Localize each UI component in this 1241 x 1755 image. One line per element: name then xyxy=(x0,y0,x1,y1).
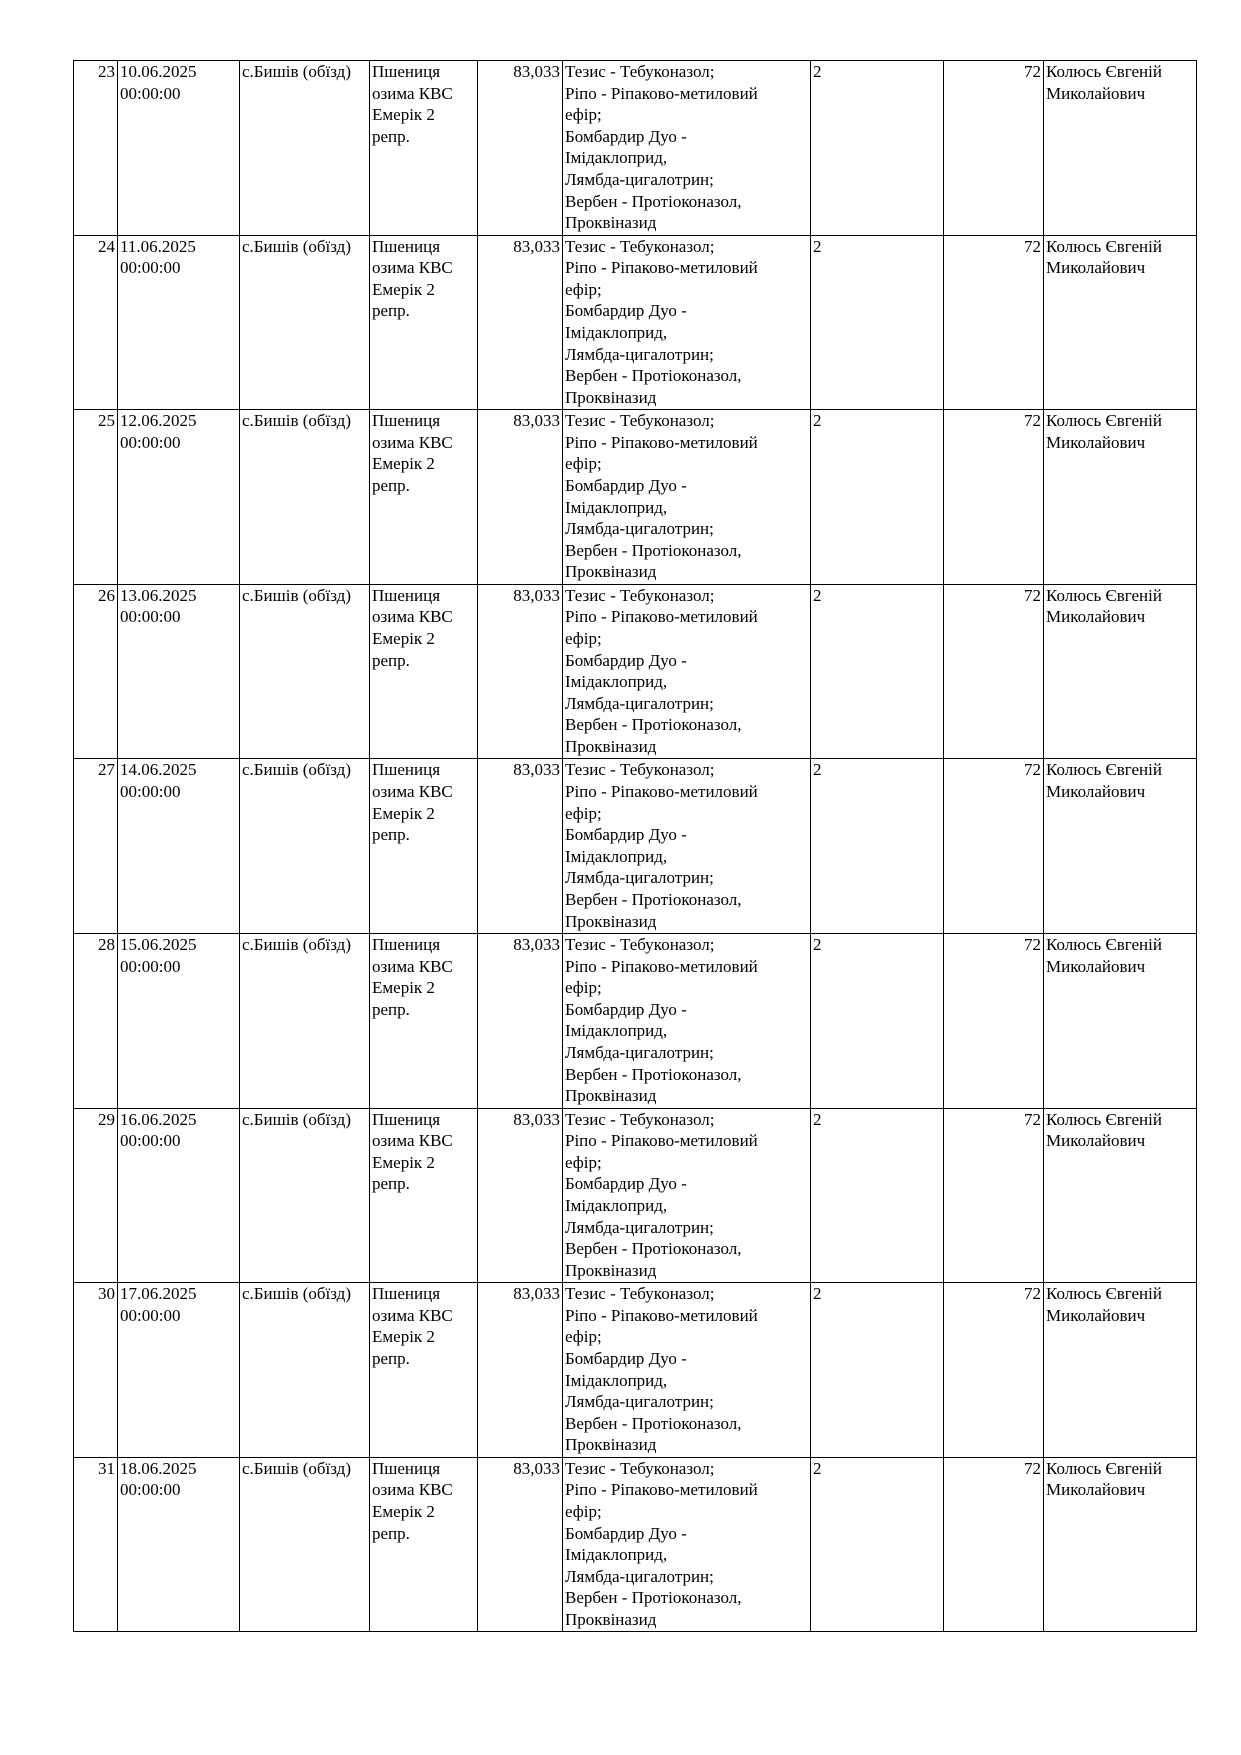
row-number-cell: 23 xyxy=(73,60,118,236)
hazard-class-cell: 2 xyxy=(810,1456,944,1633)
date-cell: 16.06.2025 00:00:00 xyxy=(117,1107,240,1284)
responsible-person-cell: Колюсь Євгеній Миколайович xyxy=(1043,583,1197,760)
location-cell: с.Бишів (обїзд) xyxy=(239,1282,370,1458)
area-cell: 83,033 xyxy=(477,234,563,411)
row-number-cell: 27 xyxy=(73,758,118,934)
area-cell: 83,033 xyxy=(477,1282,563,1458)
date-cell: 13.06.2025 00:00:00 xyxy=(117,583,240,760)
row-number-cell: 29 xyxy=(73,1107,118,1284)
hazard-class-cell: 2 xyxy=(810,1107,944,1284)
hours-cell: 72 xyxy=(943,409,1044,585)
date-cell: 10.06.2025 00:00:00 xyxy=(117,60,240,236)
date-cell: 18.06.2025 00:00:00 xyxy=(117,1456,240,1633)
responsible-person-cell: Колюсь Євгеній Миколайович xyxy=(1043,1456,1197,1633)
responsible-person-cell: Колюсь Євгеній Миколайович xyxy=(1043,932,1197,1109)
hours-cell: 72 xyxy=(943,932,1044,1109)
location-cell: с.Бишів (обїзд) xyxy=(239,1107,370,1284)
table-row: 24 11.06.2025 00:00:00 с.Бишів (обїзд) Пшен… xyxy=(73,234,1197,411)
area-cell: 83,033 xyxy=(477,409,563,585)
products-cell: Тезис - Тебуконазол; Ріпо - Ріпаково-мет… xyxy=(562,932,811,1109)
area-cell: 83,033 xyxy=(477,758,563,934)
crop-cell: Пшениця озима КВС Емерік 2 репр. xyxy=(369,409,478,585)
table-row: 23 10.06.2025 00:00:00 с.Бишів (обїзд) Пшен… xyxy=(73,60,1197,236)
responsible-person-cell: Колюсь Євгеній Миколайович xyxy=(1043,60,1197,236)
location-cell: с.Бишів (обїзд) xyxy=(239,1456,370,1633)
crop-cell: Пшениця озима КВС Емерік 2 репр. xyxy=(369,1282,478,1458)
location-cell: с.Бишів (обїзд) xyxy=(239,409,370,585)
responsible-person-cell: Колюсь Євгеній Миколайович xyxy=(1043,758,1197,934)
row-number-cell: 28 xyxy=(73,932,118,1109)
date-cell: 14.06.2025 00:00:00 xyxy=(117,758,240,934)
products-cell: Тезис - Тебуконазол; Ріпо - Ріпаково-мет… xyxy=(562,1456,811,1633)
row-number-cell: 25 xyxy=(73,409,118,585)
row-number-cell: 30 xyxy=(73,1282,118,1458)
table-row: 25 12.06.2025 00:00:00 с.Бишів (обїзд) Пшен… xyxy=(73,409,1197,585)
products-cell: Тезис - Тебуконазол; Ріпо - Ріпаково-мет… xyxy=(562,758,811,934)
date-cell: 17.06.2025 00:00:00 xyxy=(117,1282,240,1458)
location-cell: с.Бишів (обїзд) xyxy=(239,60,370,236)
location-cell: с.Бишів (обїзд) xyxy=(239,932,370,1109)
row-number-cell: 31 xyxy=(73,1456,118,1633)
hours-cell: 72 xyxy=(943,1107,1044,1284)
crop-cell: Пшениця озима КВС Емерік 2 репр. xyxy=(369,583,478,760)
hours-cell: 72 xyxy=(943,1282,1044,1458)
row-number-cell: 24 xyxy=(73,234,118,411)
products-cell: Тезис - Тебуконазол; Ріпо - Ріпаково-мет… xyxy=(562,1107,811,1284)
responsible-person-cell: Колюсь Євгеній Миколайович xyxy=(1043,234,1197,411)
hazard-class-cell: 2 xyxy=(810,60,944,236)
table-row: 30 17.06.2025 00:00:00 с.Бишів (обїзд) Пшен… xyxy=(73,1282,1197,1458)
crop-cell: Пшениця озима КВС Емерік 2 репр. xyxy=(369,932,478,1109)
hours-cell: 72 xyxy=(943,583,1044,760)
hours-cell: 72 xyxy=(943,60,1044,236)
area-cell: 83,033 xyxy=(477,1107,563,1284)
area-cell: 83,033 xyxy=(477,1456,563,1633)
date-cell: 12.06.2025 00:00:00 xyxy=(117,409,240,585)
hazard-class-cell: 2 xyxy=(810,409,944,585)
area-cell: 83,033 xyxy=(477,60,563,236)
hazard-class-cell: 2 xyxy=(810,932,944,1109)
products-cell: Тезис - Тебуконазол; Ріпо - Ріпаково-мет… xyxy=(562,60,811,236)
products-cell: Тезис - Тебуконазол; Ріпо - Ріпаково-мет… xyxy=(562,583,811,760)
products-cell: Тезис - Тебуконазол; Ріпо - Ріпаково-мет… xyxy=(562,1282,811,1458)
hazard-class-cell: 2 xyxy=(810,234,944,411)
products-cell: Тезис - Тебуконазол; Ріпо - Ріпаково-мет… xyxy=(562,234,811,411)
crop-cell: Пшениця озима КВС Емерік 2 репр. xyxy=(369,60,478,236)
hazard-class-cell: 2 xyxy=(810,758,944,934)
table-row: 28 15.06.2025 00:00:00 с.Бишів (обїзд) Пшен… xyxy=(73,932,1197,1109)
area-cell: 83,033 xyxy=(477,932,563,1109)
responsible-person-cell: Колюсь Євгеній Миколайович xyxy=(1043,1282,1197,1458)
hazard-class-cell: 2 xyxy=(810,1282,944,1458)
area-cell: 83,033 xyxy=(477,583,563,760)
date-cell: 15.06.2025 00:00:00 xyxy=(117,932,240,1109)
table-row: 31 18.06.2025 00:00:00 с.Бишів (обїзд) Пшен… xyxy=(73,1456,1197,1633)
treatment-log-table: 23 10.06.2025 00:00:00 с.Бишів (обїзд) Пшен… xyxy=(73,60,1197,1633)
crop-cell: Пшениця озима КВС Емерік 2 репр. xyxy=(369,758,478,934)
hazard-class-cell: 2 xyxy=(810,583,944,760)
crop-cell: Пшениця озима КВС Емерік 2 репр. xyxy=(369,1456,478,1633)
table-row: 29 16.06.2025 00:00:00 с.Бишів (обїзд) Пшен… xyxy=(73,1107,1197,1284)
date-cell: 11.06.2025 00:00:00 xyxy=(117,234,240,411)
crop-cell: Пшениця озима КВС Емерік 2 репр. xyxy=(369,1107,478,1284)
hours-cell: 72 xyxy=(943,1456,1044,1633)
location-cell: с.Бишів (обїзд) xyxy=(239,234,370,411)
responsible-person-cell: Колюсь Євгеній Миколайович xyxy=(1043,409,1197,585)
location-cell: с.Бишів (обїзд) xyxy=(239,758,370,934)
row-number-cell: 26 xyxy=(73,583,118,760)
crop-cell: Пшениця озима КВС Емерік 2 репр. xyxy=(369,234,478,411)
hours-cell: 72 xyxy=(943,758,1044,934)
table-row: 26 13.06.2025 00:00:00 с.Бишів (обїзд) Пшен… xyxy=(73,583,1197,760)
products-cell: Тезис - Тебуконазол; Ріпо - Ріпаково-мет… xyxy=(562,409,811,585)
responsible-person-cell: Колюсь Євгеній Миколайович xyxy=(1043,1107,1197,1284)
table-row: 27 14.06.2025 00:00:00 с.Бишів (обїзд) Пшен… xyxy=(73,758,1197,934)
hours-cell: 72 xyxy=(943,234,1044,411)
location-cell: с.Бишів (обїзд) xyxy=(239,583,370,760)
